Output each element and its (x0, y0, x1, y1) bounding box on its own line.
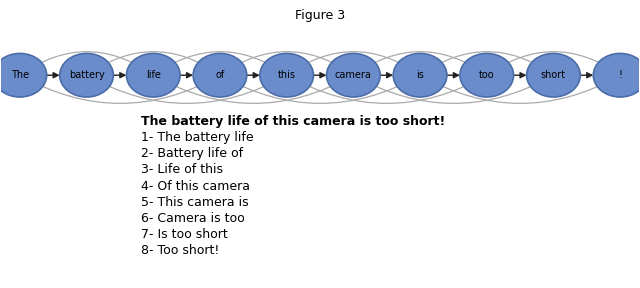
Text: is: is (416, 70, 424, 80)
Ellipse shape (0, 54, 47, 97)
FancyArrowPatch shape (420, 75, 619, 103)
FancyArrowPatch shape (247, 73, 259, 78)
FancyArrowPatch shape (420, 52, 552, 75)
Text: 5- This camera is: 5- This camera is (141, 196, 249, 209)
Ellipse shape (593, 54, 640, 97)
Text: this: this (278, 70, 296, 80)
FancyArrowPatch shape (220, 75, 419, 103)
Ellipse shape (527, 54, 580, 97)
FancyArrowPatch shape (180, 73, 191, 78)
FancyArrowPatch shape (86, 75, 285, 103)
FancyArrowPatch shape (287, 75, 486, 103)
FancyArrowPatch shape (314, 73, 325, 78)
Text: 1- The battery life: 1- The battery life (141, 131, 254, 144)
Text: !: ! (618, 70, 622, 80)
Ellipse shape (193, 54, 247, 97)
FancyArrowPatch shape (153, 75, 352, 103)
Text: too: too (479, 70, 495, 80)
FancyArrowPatch shape (20, 52, 152, 75)
FancyArrowPatch shape (447, 73, 458, 78)
Text: 2- Battery life of: 2- Battery life of (141, 147, 243, 160)
Text: 4- Of this camera: 4- Of this camera (141, 179, 250, 193)
Text: camera: camera (335, 70, 372, 80)
Ellipse shape (460, 54, 513, 97)
FancyArrowPatch shape (113, 73, 125, 78)
Text: 7- Is too short: 7- Is too short (141, 228, 228, 241)
FancyArrowPatch shape (287, 52, 419, 75)
Text: of: of (215, 70, 225, 80)
Text: The: The (11, 70, 29, 80)
FancyArrowPatch shape (487, 52, 619, 75)
FancyArrowPatch shape (47, 73, 58, 78)
FancyArrowPatch shape (86, 52, 219, 75)
Ellipse shape (60, 54, 113, 97)
Ellipse shape (393, 54, 447, 97)
Text: The battery life of this camera is too short!: The battery life of this camera is too s… (141, 115, 445, 128)
Text: 6- Camera is too: 6- Camera is too (141, 212, 245, 225)
Text: short: short (541, 70, 566, 80)
Ellipse shape (127, 54, 180, 97)
Text: Figure 3: Figure 3 (295, 9, 345, 22)
FancyArrowPatch shape (353, 52, 486, 75)
FancyArrowPatch shape (580, 73, 592, 78)
Text: battery: battery (68, 70, 104, 80)
FancyArrowPatch shape (20, 75, 219, 103)
Text: 8- Too short!: 8- Too short! (141, 244, 220, 257)
FancyArrowPatch shape (513, 73, 525, 78)
FancyArrowPatch shape (380, 73, 392, 78)
Text: 3- Life of this: 3- Life of this (141, 164, 223, 177)
FancyArrowPatch shape (220, 52, 352, 75)
FancyArrowPatch shape (353, 75, 552, 103)
Text: life: life (146, 70, 161, 80)
FancyArrowPatch shape (153, 52, 285, 75)
Ellipse shape (260, 54, 314, 97)
Ellipse shape (326, 54, 380, 97)
